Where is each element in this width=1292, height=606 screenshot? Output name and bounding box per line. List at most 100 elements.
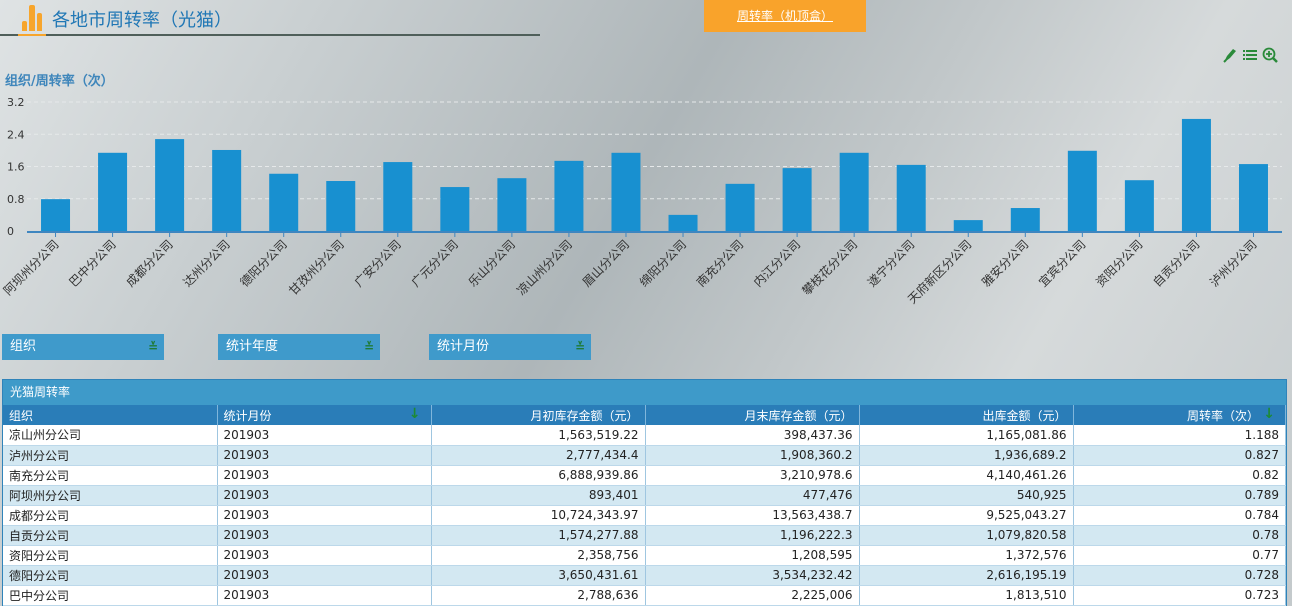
bar[interactable] bbox=[839, 152, 869, 231]
y-tick-label: 0.8 bbox=[7, 193, 25, 206]
bar[interactable] bbox=[440, 187, 470, 231]
bar[interactable] bbox=[497, 178, 527, 231]
cell-opening-stock: 6,888,939.86 bbox=[431, 465, 646, 486]
filter-label: 组织 bbox=[10, 339, 37, 354]
bar[interactable] bbox=[326, 181, 356, 231]
bar[interactable] bbox=[611, 152, 641, 231]
arrow-down-icon[interactable]: ↓ bbox=[1263, 406, 1275, 422]
cell-opening-stock: 2,788,636 bbox=[431, 585, 646, 606]
x-tick-label: 甘孜州分公司 bbox=[286, 237, 347, 298]
x-tick-label: 泸州分公司 bbox=[1207, 237, 1259, 289]
x-tick-label: 绵阳分公司 bbox=[637, 237, 689, 289]
bar[interactable] bbox=[1181, 118, 1211, 231]
cell-month: 201903 bbox=[217, 485, 432, 506]
tab-stb-turnover[interactable]: 周转率（机顶盒） bbox=[704, 0, 866, 32]
bar[interactable] bbox=[1124, 180, 1154, 231]
filter-bar: 组织 ≚ 统计年度 ≚ 统计月份 ≚ bbox=[0, 334, 600, 360]
bar[interactable] bbox=[896, 164, 926, 231]
x-tick-label: 宜宾分公司 bbox=[1035, 237, 1088, 290]
cell-closing-stock: 477,476 bbox=[645, 485, 860, 506]
x-tick-label: 南充分公司 bbox=[693, 237, 746, 290]
x-tick-label: 乐山分公司 bbox=[466, 237, 518, 289]
bar-chart: 0 0.8 1.6 2.4 3.2 阿坝州分公司 巴中分公司 成都分公司 达州分公司 德阳分公司甘… bbox=[1, 96, 1282, 307]
filter-label: 统计年度 bbox=[226, 339, 279, 354]
bar[interactable] bbox=[155, 139, 185, 231]
x-tick-label: 广元分公司 bbox=[409, 237, 461, 289]
table-row[interactable]: 巴中分公司 201903 2,788,636 2,225,006 1,813,510 0.… bbox=[3, 585, 1286, 606]
filter-organization[interactable]: 组织 ≚ bbox=[2, 334, 164, 360]
table-row[interactable]: 凉山州分公司 201903 1,563,519.22 398,437.36 1,165,… bbox=[3, 425, 1286, 446]
cell-month: 201903 bbox=[217, 425, 432, 446]
x-tick-label: 遂宁分公司 bbox=[864, 237, 917, 290]
table-row[interactable]: 阿坝州分公司 201903 893,401 477,476 540,925 0.789 bbox=[3, 485, 1286, 506]
cell-outbound: 540,925 bbox=[859, 485, 1074, 506]
bar[interactable] bbox=[1238, 164, 1268, 231]
cell-opening-stock: 10,724,343.97 bbox=[431, 505, 646, 526]
bar[interactable] bbox=[1010, 208, 1040, 231]
x-tick-label: 凉山州分公司 bbox=[514, 237, 576, 299]
list-icon[interactable] bbox=[1242, 47, 1258, 63]
table-row[interactable]: 自贡分公司 201903 1,574,277.88 1,196,222.3 1,079,… bbox=[3, 525, 1286, 546]
cell-org: 资阳分公司 bbox=[3, 545, 218, 566]
column-header-outbound[interactable]: 出库金额（元） bbox=[859, 405, 1074, 425]
table-caption: 光猫周转率 bbox=[3, 380, 1286, 405]
cell-month: 201903 bbox=[217, 565, 432, 586]
bar[interactable] bbox=[1067, 150, 1097, 231]
column-header-opening-stock[interactable]: 月初库存金额（元） bbox=[431, 405, 646, 425]
table-header-row: 组织 统计月份 ↓ 月初库存金额（元） 月末库存金额（元） 出库金额（元） 周转率… bbox=[3, 405, 1286, 425]
cell-org: 巴中分公司 bbox=[3, 585, 218, 606]
cell-turnover: 0.789 bbox=[1073, 485, 1286, 506]
cell-outbound: 9,525,043.27 bbox=[859, 505, 1074, 526]
table-row[interactable]: 成都分公司 201903 10,724,343.97 13,563,438.7 9,52… bbox=[3, 505, 1286, 526]
pencil-icon[interactable] bbox=[1222, 47, 1238, 63]
table-row[interactable]: 德阳分公司 201903 3,650,431.61 3,534,232.42 2,616… bbox=[3, 565, 1286, 586]
bar[interactable] bbox=[269, 173, 299, 231]
cell-org: 南充分公司 bbox=[3, 465, 218, 486]
cell-opening-stock: 2,358,756 bbox=[431, 545, 646, 566]
y-tick-label: 2.4 bbox=[7, 128, 25, 141]
cell-closing-stock: 2,225,006 bbox=[645, 585, 860, 606]
y-tick-label: 1.6 bbox=[7, 161, 25, 174]
y-tick-label: 0 bbox=[7, 225, 14, 238]
x-tick-label: 内江分公司 bbox=[751, 237, 803, 289]
cell-turnover: 0.78 bbox=[1073, 525, 1286, 546]
bar[interactable] bbox=[668, 214, 698, 231]
cell-org: 凉山州分公司 bbox=[3, 425, 218, 446]
table-row[interactable]: 资阳分公司 201903 2,358,756 1,208,595 1,372,576 0.… bbox=[3, 545, 1286, 566]
filter-stat-month[interactable]: 统计月份 ≚ bbox=[429, 334, 591, 360]
bar[interactable] bbox=[554, 160, 584, 231]
cell-turnover: 0.82 bbox=[1073, 465, 1286, 486]
cell-opening-stock: 2,777,434.4 bbox=[431, 445, 646, 466]
table-row[interactable]: 南充分公司 201903 6,888,939.86 3,210,978.6 4,140,… bbox=[3, 465, 1286, 486]
column-header-month[interactable]: 统计月份 ↓ bbox=[217, 405, 432, 425]
filter-label: 统计月份 bbox=[437, 339, 490, 354]
cell-closing-stock: 3,534,232.42 bbox=[645, 565, 860, 586]
table-row[interactable]: 泸州分公司 201903 2,777,434.4 1,908,360.2 1,936,6… bbox=[3, 445, 1286, 466]
cell-opening-stock: 1,574,277.88 bbox=[431, 525, 646, 546]
arrow-down-icon[interactable]: ↓ bbox=[408, 406, 421, 422]
column-header-closing-stock[interactable]: 月末库存金额（元） bbox=[645, 405, 860, 425]
x-tick-label: 资阳分公司 bbox=[1093, 237, 1145, 289]
bar[interactable] bbox=[41, 199, 71, 231]
bar[interactable] bbox=[725, 183, 755, 231]
zoom-in-icon[interactable] bbox=[1262, 47, 1278, 63]
bar[interactable] bbox=[782, 168, 812, 231]
bar[interactable] bbox=[98, 152, 128, 231]
x-tick-label: 阿坝州分公司 bbox=[1, 237, 62, 298]
cell-turnover: 0.77 bbox=[1073, 545, 1286, 566]
bar[interactable] bbox=[383, 162, 413, 231]
y-tick-label: 3.2 bbox=[7, 96, 25, 109]
cell-outbound: 2,616,195.19 bbox=[859, 565, 1074, 586]
cell-month: 201903 bbox=[217, 505, 432, 526]
x-tick-label: 眉山分公司 bbox=[580, 237, 632, 289]
page-header: 各地市周转率（光猫） bbox=[0, 0, 540, 36]
column-header-org[interactable]: 组织 bbox=[3, 405, 218, 425]
column-header-turnover[interactable]: 周转率（次） ↓ bbox=[1073, 405, 1286, 425]
filter-stat-year[interactable]: 统计年度 ≚ bbox=[218, 334, 380, 360]
x-tick-label: 德阳分公司 bbox=[237, 237, 290, 290]
cell-month: 201903 bbox=[217, 445, 432, 466]
bar[interactable] bbox=[953, 220, 983, 231]
cell-turnover: 1.188 bbox=[1073, 425, 1286, 446]
bar[interactable] bbox=[212, 149, 242, 231]
cell-opening-stock: 3,650,431.61 bbox=[431, 565, 646, 586]
